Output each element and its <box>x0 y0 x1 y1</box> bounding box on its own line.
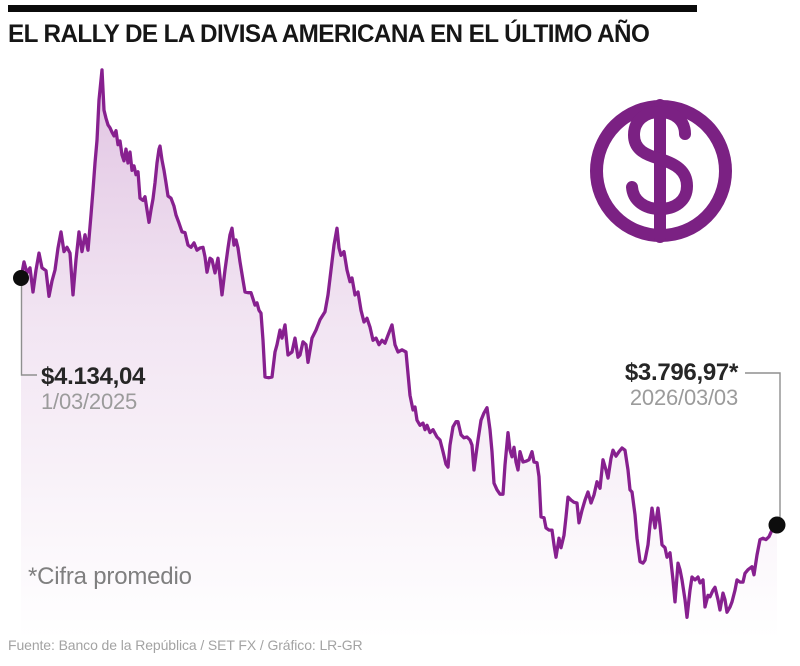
start-value: $4.134,04 <box>41 363 146 390</box>
dollar-icon-s-curve <box>626 105 694 216</box>
end-point-dot <box>768 516 786 534</box>
start-point-dot <box>13 270 29 287</box>
end-value: $3.796,97* <box>624 359 738 386</box>
header-rule <box>8 5 697 12</box>
footnote-average: *Cifra promedio <box>28 563 192 590</box>
start-date: 1/03/2025 <box>41 389 138 415</box>
start-annotation: $4.134,04 1/03/2025 <box>41 363 146 415</box>
price-line <box>19 68 779 619</box>
dollar-circle-icon <box>590 99 732 243</box>
page-title: EL RALLY DE LA DIVISA AMERICANA EN EL ÚL… <box>8 20 650 48</box>
leader-line-end <box>745 372 781 517</box>
leader-line-start <box>20 282 37 376</box>
end-date: 2026/03/03 <box>629 385 738 411</box>
source-credit: Fuente: Banco de la República / SET FX /… <box>8 637 363 653</box>
end-annotation: $3.796,97* 2026/03/03 <box>624 359 738 411</box>
